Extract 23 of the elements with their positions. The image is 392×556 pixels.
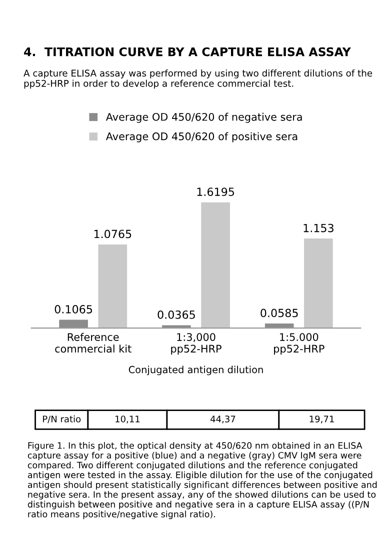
- chart-subtitle: A capture ELISA assay was performed by using two different dilutions of the pp52-HRP in order to develop a reference commercial test.: [24, 70, 372, 89]
- bar: [59, 320, 88, 328]
- x-tick-label: 1:5.000 pp52-HRP: [274, 333, 324, 355]
- text: 19,71: [310, 416, 334, 424]
- chart-title: 4. TITRATION CURVE BY A CAPTURE ELISA ASSAY: [24, 47, 351, 56]
- x-tick-label: 1:3,000 pp52-HRP: [171, 333, 222, 355]
- data-label: 1.0765: [94, 230, 132, 238]
- legend-label: Average OD 450/620 of positive sera: [106, 132, 298, 142]
- bar: [304, 238, 333, 328]
- bar: [98, 244, 128, 328]
- bar: [201, 202, 230, 328]
- legend-label: Average OD 450/620 of negative sera: [106, 112, 302, 123]
- data-label: 1.6195: [197, 188, 234, 196]
- data-label: 1.153: [304, 224, 334, 232]
- text: P/N ratio: [43, 415, 81, 424]
- text: 44,37: [210, 416, 236, 424]
- data-label: 0.1065: [54, 305, 92, 314]
- caption: Figure 1. In this plot, the optical density at 450/620 nm obtained in an ELISA capture assay for a positive (blue) and a negative (gray) CMV IgM sera were compared. Two different conjugated dilutions and the reference conjugated antigen were tested in the assay. Eligible dilution for the use of the conjugated antigen should present statistically significant differences between positive and negative sera. In the present assay, any of the showed dilutions can be used to distinguish between positive and negative sera in a capture ELISA assay ((P/N ratio means positive/negative signal ratio).: [28, 442, 377, 520]
- data-label: 0.0365: [158, 310, 195, 319]
- x-tick-label: Reference commercial kit: [55, 332, 132, 353]
- x-axis-title: Conjugated antigen dilution: [128, 366, 263, 376]
- data-label: 0.0585: [260, 308, 298, 318]
- text: 10,11: [116, 416, 140, 424]
